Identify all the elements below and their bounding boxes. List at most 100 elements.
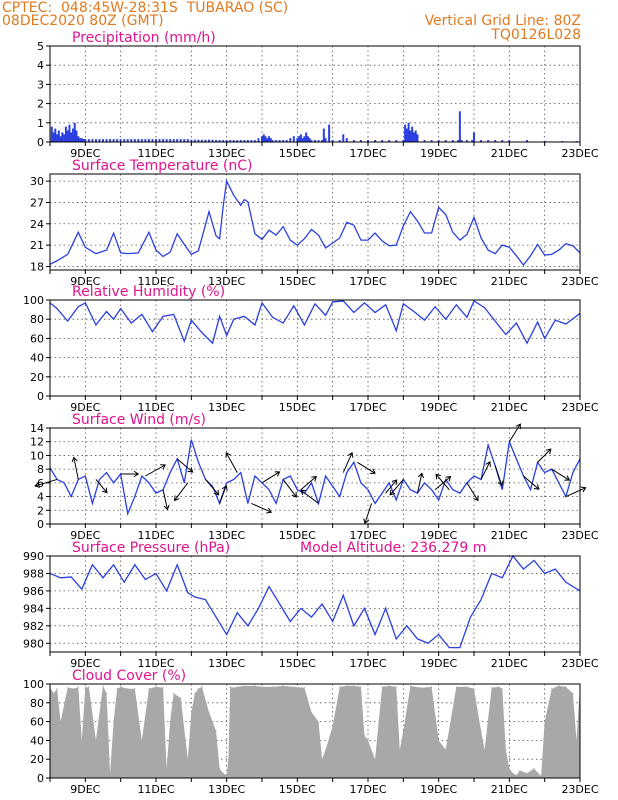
precip-bar <box>262 134 265 142</box>
precip-bar <box>381 140 384 142</box>
y-tick-label: 2 <box>37 98 44 111</box>
cloud-point <box>120 686 122 688</box>
wind-arrow <box>225 452 238 473</box>
x-tick-label: 23DEC <box>561 657 598 670</box>
x-tick-label: 13DEC <box>208 275 245 288</box>
precip-bar <box>190 139 193 142</box>
y-tick-label: 982 <box>23 620 44 633</box>
y-tick-label: 0 <box>37 136 44 149</box>
panel-frame <box>49 299 581 397</box>
cloud-point <box>282 685 284 687</box>
cloud-point <box>455 686 457 688</box>
precip-bar <box>414 130 417 142</box>
precip-bar <box>317 140 320 142</box>
temperature-panel: 18 21 24 27 30 9DEC 11DEC 13DEC 15DEC 17DEC 19DEC 2… <box>30 158 599 288</box>
wind-arrow-head <box>163 504 170 511</box>
precip-bar <box>374 140 377 142</box>
cloud-point <box>445 749 447 751</box>
station-line: CPTEC: 048:45W-28:31S TUBARAO (SC) <box>2 0 289 16</box>
x-tick-label: 11DEC <box>137 529 174 542</box>
precip-bar <box>253 140 256 142</box>
panel-title: Precipitation (mm/h) <box>72 30 216 46</box>
precip-bar <box>324 138 327 142</box>
precip-bar <box>126 139 129 142</box>
cloud-point <box>353 685 355 687</box>
precip-bar <box>79 138 82 142</box>
cloud-point <box>551 688 553 690</box>
precip-bar <box>130 139 133 142</box>
y-tick-label: 18 <box>30 260 44 273</box>
precip-bar <box>82 139 85 142</box>
wind-arrow-head <box>369 468 376 474</box>
precip-bar <box>123 139 126 142</box>
wind-arrow <box>176 458 193 473</box>
y-tick-label: 24 <box>30 218 44 231</box>
wind-arrow-head <box>291 492 297 498</box>
x-tick-label: 21DEC <box>491 401 528 414</box>
y-tick-label: 20 <box>30 753 44 766</box>
wind-arrow-head <box>187 467 194 473</box>
cloud-point <box>420 687 422 689</box>
panel-title: Surface Temperature (nC) <box>72 158 253 174</box>
cloud-point <box>303 687 305 689</box>
x-tick-label: 9DEC <box>70 147 100 160</box>
y-tick-label: 21 <box>30 239 44 252</box>
precip-bar <box>59 136 62 142</box>
cloud-point <box>81 739 83 742</box>
precip-bar <box>119 139 122 142</box>
precip-bar <box>98 139 101 142</box>
wind-arrow <box>174 482 189 501</box>
precip-bar <box>269 138 272 142</box>
x-tick-label: 13DEC <box>208 401 245 414</box>
cloud-point <box>399 749 401 751</box>
cloud-point <box>512 772 514 774</box>
precip-bar <box>225 140 228 142</box>
wind-arrow <box>73 457 79 480</box>
cloud-point <box>190 711 192 713</box>
precip-bar <box>239 140 242 142</box>
precip-bar <box>331 140 334 142</box>
precip-bar <box>266 138 269 142</box>
wind-arrow-head <box>160 464 167 470</box>
precip-bar <box>338 140 341 142</box>
precip-bar <box>314 140 316 142</box>
precip-bar <box>412 132 415 142</box>
y-tick-label: 27 <box>30 196 44 209</box>
cloud-point <box>227 758 230 760</box>
precip-bar <box>70 132 73 142</box>
y-tick-label: 980 <box>23 637 44 650</box>
cloud-point <box>466 686 468 688</box>
wind-arrow <box>508 423 521 442</box>
precip-bar <box>299 134 302 142</box>
y-tick-label: 80 <box>30 697 44 710</box>
cloud-point <box>60 721 62 723</box>
precip-bar <box>345 138 348 142</box>
cloud-point <box>77 686 79 688</box>
cloud-point <box>194 692 196 695</box>
wind-arrow <box>385 479 398 494</box>
precip-bar <box>176 139 179 142</box>
cloud-point <box>219 768 221 770</box>
wind-arrow-head <box>580 486 587 493</box>
cloud-point <box>229 686 231 688</box>
wind-arrow-head <box>497 480 504 487</box>
y-tick-label: 2 <box>37 504 44 517</box>
x-tick-label: 21DEC <box>491 657 528 670</box>
cloud-point <box>236 686 238 688</box>
precip-bar <box>305 132 308 142</box>
cloud-point <box>197 688 199 690</box>
precip-bar <box>411 126 414 142</box>
wind-arrow-head <box>266 507 273 514</box>
cloud-point <box>162 687 164 689</box>
cloud-point <box>109 772 111 774</box>
precipitation-panel: 0 1 2 3 4 5 9DEC 11DEC 13DEC 15DEC 17DEC 19DEC 21DEC… <box>37 30 599 160</box>
precip-bar <box>204 139 207 142</box>
cloud-point <box>395 686 397 688</box>
wind-arrow <box>434 476 451 491</box>
precip-bar <box>84 139 87 142</box>
precip-bar <box>409 130 412 142</box>
wind-arrow <box>342 452 353 473</box>
wind-arrow <box>523 475 540 490</box>
precip-bar <box>140 139 143 142</box>
precip-bar <box>404 124 407 142</box>
